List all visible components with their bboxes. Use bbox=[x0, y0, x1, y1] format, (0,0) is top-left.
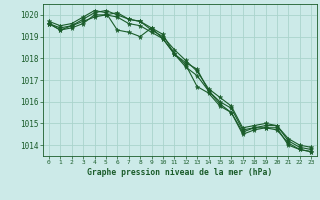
X-axis label: Graphe pression niveau de la mer (hPa): Graphe pression niveau de la mer (hPa) bbox=[87, 168, 273, 177]
